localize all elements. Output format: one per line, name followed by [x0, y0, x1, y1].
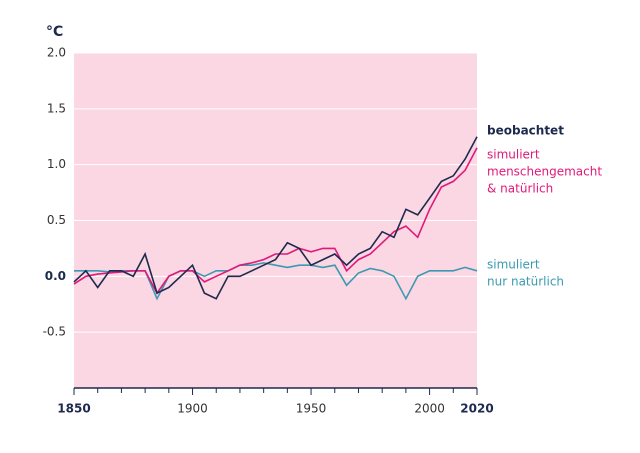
y-tick-label: 1.5 [47, 101, 66, 115]
legend-label: menschengemacht [487, 165, 602, 179]
y-tick-label: 0.0 [45, 269, 66, 283]
x-tick-label: 1900 [177, 402, 208, 416]
series-line [73, 136, 478, 300]
unit-label: °C [46, 24, 63, 40]
series-line [73, 147, 478, 295]
y-tick-label: -0.5 [43, 325, 66, 339]
y-tick-label: 2.0 [47, 46, 66, 60]
legend-label: simuliert [487, 148, 540, 162]
x-tick-label: 2000 [414, 402, 445, 416]
legend-label: beobachtet [487, 124, 564, 138]
x-tick-label: 2020 [460, 402, 493, 416]
x-tick-label: 1850 [57, 402, 90, 416]
legend-label: & natürlich [487, 182, 553, 196]
x-tick-label: 1950 [296, 402, 327, 416]
y-tick-label: 0.5 [47, 213, 66, 227]
y-tick-label: 1.0 [47, 157, 66, 171]
legend-label: simuliert [487, 258, 540, 272]
legend-label: nur natürlich [487, 275, 564, 289]
